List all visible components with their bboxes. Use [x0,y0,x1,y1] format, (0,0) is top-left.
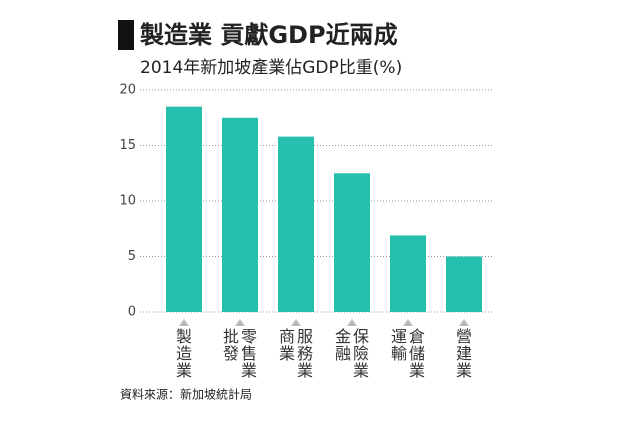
bar [334,173,370,312]
tick-triangle [403,319,413,326]
bar [222,117,258,312]
bar [278,136,314,312]
tick-triangle [459,319,469,326]
y-tick-label: 20 [119,83,136,98]
y-tick-label: 5 [128,249,136,264]
tick-triangle [291,319,301,326]
x-tick-label: 運輸倉儲業 [391,327,425,380]
tick-triangle [179,319,189,326]
tick-triangle [347,319,357,326]
x-tick-label: 營建業 [456,327,472,380]
source-note: 資料來源：新加坡統計局 [120,387,252,402]
bar [390,235,426,312]
y-tick-label: 10 [119,194,136,209]
x-tick-label: 批發零售業 [223,327,257,380]
x-tick-label: 金融保險業 [335,327,369,380]
bar [166,106,202,313]
chart-subtitle: 2014年新加坡產業佔GDP比重(%) [140,58,402,78]
chart-title: 製造業 貢獻GDP近兩成 [140,21,398,49]
title-block [118,20,134,50]
y-tick-label: 15 [119,138,136,153]
bar [446,256,482,312]
x-tick-label: 商業服務業 [279,327,313,380]
y-tick-label: 0 [128,305,136,320]
x-tick-label: 製造業 [176,327,192,380]
tick-triangle [235,319,245,326]
